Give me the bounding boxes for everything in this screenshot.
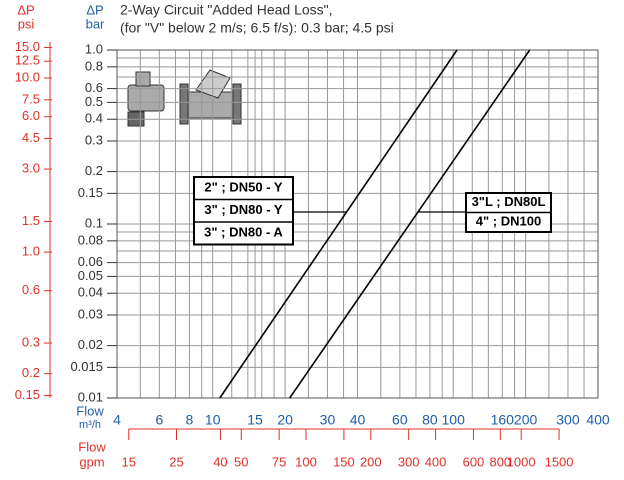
y-unit: bar	[86, 16, 105, 31]
y2-tick-label: 0.15	[15, 387, 40, 402]
y2-tick-label: 6.0	[22, 108, 40, 123]
y-tick-label: 0.06	[78, 254, 103, 269]
x-tick-label: 400	[586, 412, 610, 428]
flange	[232, 83, 242, 125]
y2-label: ΔP	[17, 2, 34, 17]
flange	[179, 83, 189, 125]
y-tick-label: 0.15	[78, 185, 103, 200]
x2-tick-label: 800	[489, 454, 511, 469]
y2-tick-label: 3.0	[22, 160, 40, 175]
line	[219, 49, 458, 399]
x-label: Flow	[76, 403, 104, 418]
x-tick-label: 6	[155, 412, 163, 428]
x-tick-label: 20	[277, 412, 293, 428]
x2-tick-label: 25	[169, 454, 183, 469]
y2-tick-label: 1.5	[22, 213, 40, 228]
x-tick-label: 8	[185, 412, 193, 428]
legend-box	[193, 176, 294, 246]
x2-tick-label: 1500	[545, 454, 574, 469]
x-tick-label: 100	[442, 412, 466, 428]
y-label: ΔP	[86, 2, 103, 17]
x-tick-label: 300	[556, 412, 580, 428]
x2-tick-label: 15	[122, 454, 136, 469]
x2-label: Flow	[78, 439, 106, 454]
y2-tick-label: 0.2	[22, 365, 40, 380]
y-tick-label: 0.08	[78, 232, 103, 247]
x-tick-label: 15	[247, 412, 263, 428]
legend-label: 4" ; DN100	[476, 214, 541, 229]
x2-tick-label: 1000	[507, 454, 536, 469]
x-tick-label: 80	[422, 412, 438, 428]
x-tick-label: 200	[514, 412, 538, 428]
x-tick-label: 10	[205, 412, 221, 428]
x2-tick-label: 40	[213, 454, 227, 469]
x2-tick-label: 75	[272, 454, 286, 469]
x-tick-label: 160	[491, 412, 515, 428]
x2-unit: gpm	[79, 454, 104, 469]
y-tick-label: 0.05	[78, 268, 103, 283]
y-tick-label: 1.0	[85, 41, 103, 56]
y-tick-label: 0.8	[85, 58, 103, 73]
y-tick-label: 0.04	[78, 285, 103, 300]
legend-label: 3" ; DN80 - Y	[204, 202, 283, 217]
y2-tick-label: 0.6	[22, 282, 40, 297]
y-tick-label: 0.6	[85, 80, 103, 95]
x2-tick-label: 600	[463, 454, 485, 469]
y2-tick-label: 4.5	[22, 130, 40, 145]
y-tick-label: 0.4	[85, 111, 103, 126]
y-tick-label: 0.02	[78, 337, 103, 352]
y2-tick-label: 10.0	[15, 70, 40, 85]
x-tick-label: 60	[392, 412, 408, 428]
y2-unit: psi	[18, 16, 35, 31]
y2-tick-label: 0.3	[22, 334, 40, 349]
x2-tick-label: 300	[398, 454, 420, 469]
chart-title: 2-Way Circuit "Added Head Loss",	[120, 2, 333, 18]
x2-tick-label: 50	[234, 454, 248, 469]
x2-tick-label: 150	[333, 454, 355, 469]
valve-body	[187, 91, 234, 119]
y-tick-label: 0.2	[85, 163, 103, 178]
y-tick-label: 0.03	[78, 306, 103, 321]
x-tick-label: 40	[350, 412, 366, 428]
y2-tick-label: 1.0	[22, 244, 40, 259]
y-tick-label: 0.1	[85, 215, 103, 230]
y-tick-label: 0.3	[85, 132, 103, 147]
legend-label: 3" ; DN80 - A	[204, 225, 283, 240]
legend-label: 3"L ; DN80L	[472, 194, 546, 209]
line	[289, 49, 531, 399]
y2-tick-label: 15.0	[15, 39, 40, 54]
x-unit: m³/h	[79, 419, 101, 431]
y2-tick-label: 12.5	[15, 53, 40, 68]
x2-tick-label: 200	[360, 454, 382, 469]
x-tick-label: 4	[113, 412, 121, 428]
chart-subtitle: (for "V" below 2 m/s; 6.5 f/s): 0.3 bar;…	[120, 20, 394, 36]
x2-tick-label: 400	[425, 454, 447, 469]
y-tick-label: 0.5	[85, 94, 103, 109]
plot-frame	[116, 49, 599, 399]
valve-icons	[127, 69, 242, 127]
y2-tick-label: 7.5	[22, 91, 40, 106]
y-tick-label: 0.01	[78, 389, 103, 404]
x-tick-label: 30	[320, 412, 336, 428]
x2-tick-label: 100	[295, 454, 317, 469]
valve-cap	[135, 71, 151, 87]
legend-label: 2" ; DN50 - Y	[204, 180, 283, 195]
y-tick-label: 0.015	[70, 359, 103, 374]
